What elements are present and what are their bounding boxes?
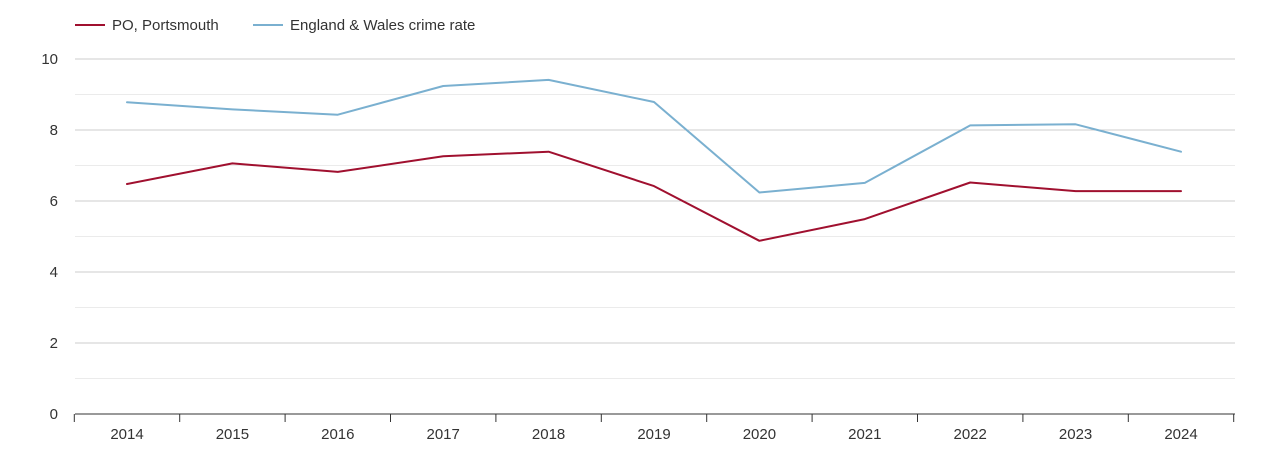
y-tick-label: 4 [50,264,58,281]
x-tick-label: 2016 [321,426,354,443]
y-tick-label: 2 [50,335,58,352]
x-axis: 2014 2015 2016 2017 2018 2019 2020 2021 2022 2023… [73,413,1235,443]
y-tick-label: 10 [41,51,58,68]
series-lines [126,78,1182,242]
series-line-england-wales[interactable] [126,78,1182,194]
legend: PO, Portsmouth England & Wales crime rat… [75,17,475,34]
x-tick-label: 2023 [1059,426,1092,443]
grid [75,58,1235,379]
legend-item-portsmouth[interactable]: PO, Portsmouth [75,17,219,34]
legend-item-england-wales[interactable]: England & Wales crime rate [253,17,475,34]
x-tick-label: 2021 [848,426,881,443]
legend-label-england-wales: England & Wales crime rate [290,17,475,34]
x-tick-label: 2017 [427,426,460,443]
x-tick-label: 2024 [1164,426,1197,443]
x-tick-label: 2022 [954,426,987,443]
series-line-portsmouth[interactable] [126,150,1182,242]
x-tick-label: 2020 [743,426,776,443]
x-tick-label: 2015 [216,426,249,443]
legend-label-portsmouth: PO, Portsmouth [112,17,219,34]
y-tick-label: 0 [50,406,58,423]
x-tick-label: 2014 [110,426,143,443]
y-tick-label: 6 [50,193,58,210]
x-tick-label: 2018 [532,426,565,443]
y-axis: 0 2 4 6 8 10 [41,51,58,423]
y-tick-label: 8 [50,122,58,139]
x-tick-label: 2019 [637,426,670,443]
